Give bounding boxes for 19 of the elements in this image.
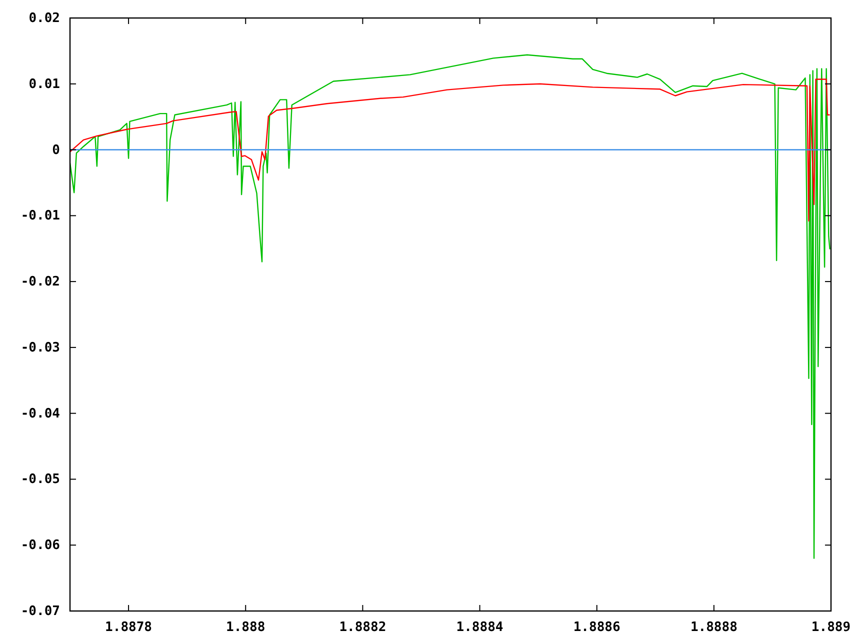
x-tick-label: 1.8888 [690, 620, 738, 635]
y-tick-label: -0.01 [20, 208, 60, 224]
x-tick-label: 1.889 [811, 620, 851, 635]
line-series [70, 54, 830, 559]
y-tick-label: 0.01 [28, 76, 60, 92]
y-tick-label: -0.02 [20, 274, 60, 290]
x-tick-label: 1.8886 [573, 620, 620, 635]
x-tick-label: 1.8882 [339, 620, 386, 635]
y-tick-label: -0.03 [20, 340, 60, 356]
y-tick-label: -0.07 [20, 604, 60, 619]
y-tick-label: -0.05 [20, 472, 60, 488]
y-tick-label: -0.04 [20, 406, 60, 422]
line-series [70, 78, 830, 222]
y-tick-label: 0 [52, 142, 60, 158]
x-tick-label: 1.8878 [105, 620, 152, 635]
x-tick-label: 1.888 [226, 620, 266, 635]
y-tick-label: 0.02 [28, 11, 60, 26]
y-tick-label: -0.06 [20, 538, 60, 554]
x-tick-label: 1.8884 [456, 620, 504, 635]
